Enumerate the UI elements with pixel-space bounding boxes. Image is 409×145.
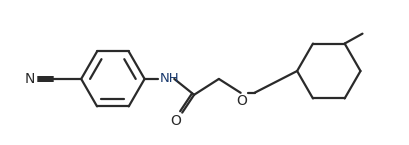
Text: O: O <box>236 94 247 108</box>
Text: N: N <box>24 72 35 86</box>
Text: O: O <box>169 114 180 128</box>
Text: NH: NH <box>159 72 179 85</box>
